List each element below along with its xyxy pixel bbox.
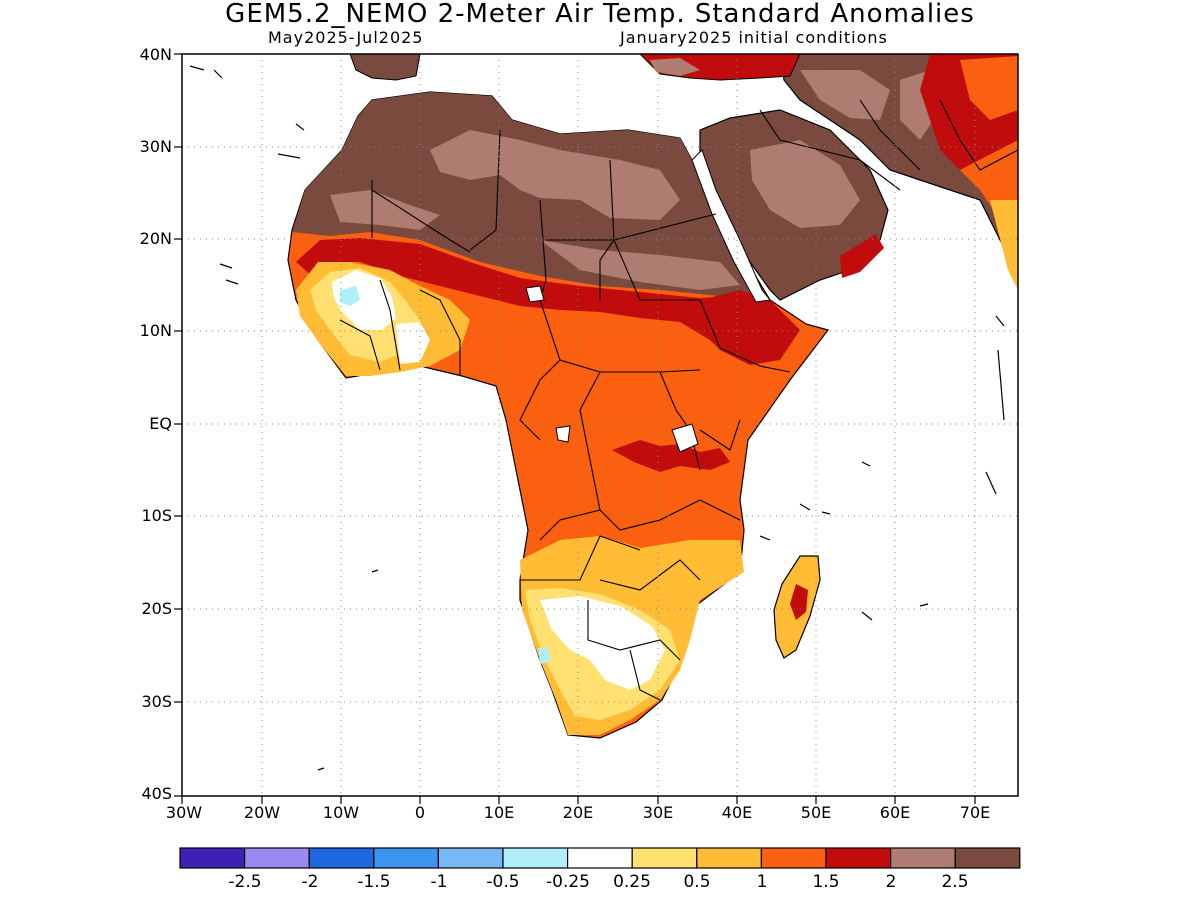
- colorbar-label: 1.5: [812, 872, 840, 892]
- lon-label: 50E: [800, 803, 832, 822]
- lat-label: 10N: [139, 321, 172, 340]
- colorbar-swatch: [889, 847, 956, 869]
- colorbar-label: -0.25: [546, 872, 590, 892]
- india-yellow-anomaly: [990, 200, 1018, 290]
- colorbar-swatch: [696, 847, 762, 869]
- congo-red-patch: [612, 440, 730, 472]
- nigeria-white-spot: [396, 322, 430, 364]
- mideast-light-brown: [800, 70, 890, 120]
- lat-label: 20S: [141, 599, 172, 618]
- turkey-brown: [650, 58, 700, 76]
- colorbar-swatch: [631, 847, 698, 869]
- colorbar: [179, 847, 1021, 869]
- madagascar-red-anomaly: [790, 584, 808, 620]
- lake-tanganyika: [555, 425, 571, 443]
- lat-label: 40S: [141, 784, 172, 803]
- west-africa-light-blue: [340, 286, 360, 306]
- colorbar-label: 0.25: [613, 872, 651, 892]
- lon-label: 30W: [165, 803, 203, 822]
- map-frame: [181, 53, 1019, 797]
- ethiopia-red-anomaly: [700, 290, 800, 365]
- lat-label: EQ: [149, 414, 172, 433]
- lon-label: 30E: [642, 803, 674, 822]
- colorbar-swatch: [179, 847, 246, 869]
- lon-label: 20W: [243, 803, 281, 822]
- sahara-light-brown-patch: [430, 130, 680, 220]
- colorbar-label: -2.5: [228, 872, 262, 892]
- sahara-dark-anomaly: [292, 92, 760, 296]
- initial-conditions: January2025 initial conditions: [620, 28, 888, 47]
- islands: [189, 65, 1005, 771]
- sahel-light-brown: [540, 240, 740, 290]
- colorbar-swatch: [760, 847, 827, 869]
- colorbar-label: -1: [430, 872, 448, 892]
- lat-label: 30S: [141, 692, 172, 711]
- lat-label: 10S: [141, 506, 172, 525]
- west-sahara-light-brown: [330, 190, 440, 230]
- iberia-brown: [349, 54, 421, 81]
- arabia-light-brown: [750, 140, 860, 228]
- lon-label: 0: [414, 803, 426, 822]
- colorbar-swatch: [502, 847, 569, 869]
- colorbar-swatch: [437, 847, 504, 869]
- colorbar-label: -0.5: [486, 872, 520, 892]
- lon-label: 70E: [959, 803, 991, 822]
- lat-label: 40N: [139, 45, 172, 64]
- lake-victoria: [671, 423, 699, 453]
- lake-chad: [525, 285, 545, 303]
- colorbar-swatch: [566, 847, 633, 869]
- lon-label: 20E: [562, 803, 594, 822]
- southern-blue-spot: [538, 648, 550, 664]
- lat-label: 30N: [139, 137, 172, 156]
- gridlines: [182, 54, 1018, 796]
- map-title: GEM5.2_NEMO 2-Meter Air Temp. Standard A…: [225, 0, 975, 29]
- colorbar-label: 2: [885, 872, 897, 892]
- colorbar-label: 1: [756, 872, 768, 892]
- lon-label: 10W: [322, 803, 360, 822]
- colorbar-label: -1.5: [357, 872, 391, 892]
- lon-label: 40E: [721, 803, 753, 822]
- west-africa-white: [332, 270, 396, 330]
- colorbar-swatch: [308, 847, 375, 869]
- map-panel: [189, 54, 1018, 771]
- lon-label: 10E: [483, 803, 515, 822]
- colorbar-label: -2: [301, 872, 319, 892]
- colorbar-label: 0.5: [683, 872, 711, 892]
- axis-ticks: [174, 53, 976, 804]
- colorbar-swatch: [244, 847, 310, 869]
- colorbar-swatch: [954, 847, 1021, 869]
- colorbar-swatch: [373, 847, 439, 869]
- forecast-period: May2025-Jul2025: [268, 28, 424, 47]
- red-sea: [691, 149, 771, 303]
- lon-label: 60E: [879, 803, 911, 822]
- colorbar-label: 2.5: [941, 872, 969, 892]
- colorbar-swatch: [825, 847, 892, 869]
- lat-label: 20N: [139, 229, 172, 248]
- yemen-red-anomaly: [840, 234, 884, 278]
